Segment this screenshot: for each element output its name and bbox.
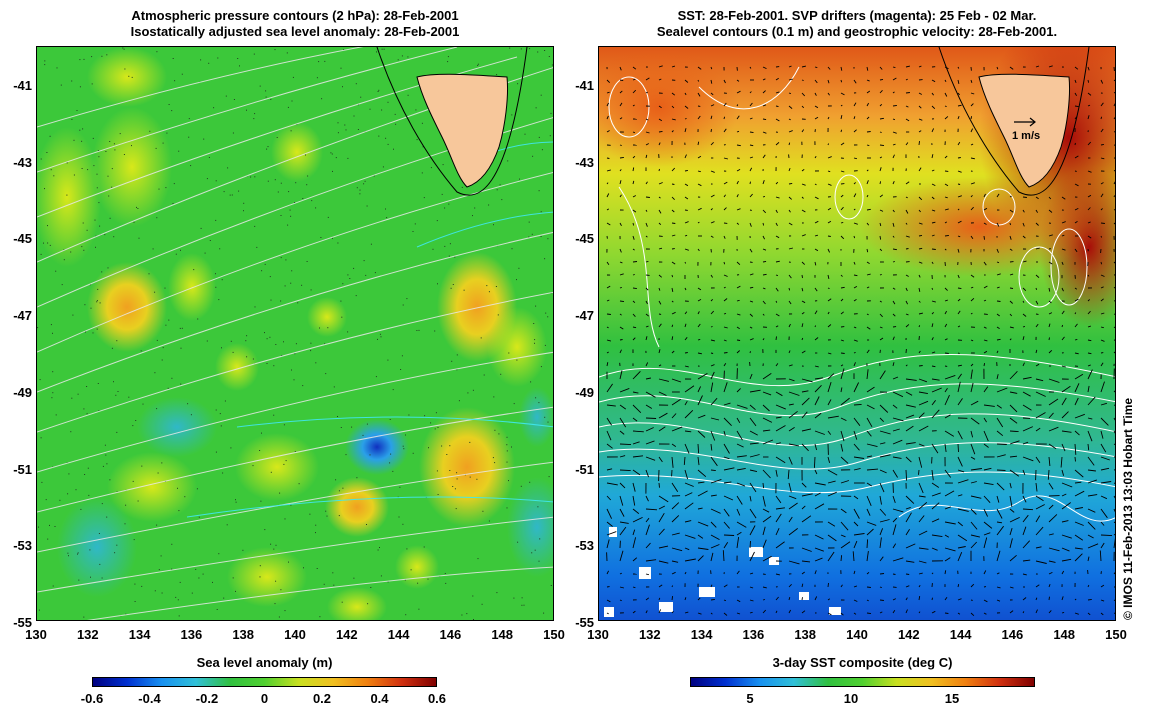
sla-colorbar-tick: -0.6 bbox=[80, 691, 104, 706]
lon-label: 142 bbox=[335, 627, 358, 642]
lat-label: -45 bbox=[13, 231, 32, 247]
lon-label: 142 bbox=[897, 627, 920, 642]
lat-label: -53 bbox=[575, 538, 594, 554]
lon-label: 132 bbox=[76, 627, 99, 642]
sst-colorbar-title: 3-day SST composite (deg C) bbox=[772, 655, 953, 670]
lat-label: -51 bbox=[13, 461, 32, 477]
sst-map-panel: 1 m/s bbox=[598, 46, 1116, 621]
sla-colorbar-tick: -0.2 bbox=[195, 691, 219, 706]
sla-colorbar-tick: 0.2 bbox=[312, 691, 332, 706]
lat-label: -55 bbox=[575, 614, 594, 630]
sla-colorbar bbox=[92, 677, 437, 687]
sla-colorbar-title: Sea level anomaly (m) bbox=[196, 655, 333, 670]
tasmania-land bbox=[938, 47, 1090, 196]
lon-label: 136 bbox=[180, 627, 203, 642]
sst-colorbar-tick: 5 bbox=[746, 691, 754, 706]
lon-label: 138 bbox=[232, 627, 255, 642]
sst-colorbar-tick: 10 bbox=[843, 691, 859, 706]
lon-label: 138 bbox=[794, 627, 817, 642]
pressure-contours bbox=[37, 47, 553, 620]
lat-label: -53 bbox=[13, 538, 32, 554]
sst-colorbar bbox=[690, 677, 1035, 687]
lon-label: 148 bbox=[1053, 627, 1076, 642]
lon-label: 130 bbox=[25, 627, 47, 642]
lon-label: 146 bbox=[439, 627, 462, 642]
right-title-line2: Sealevel contours (0.1 m) and geostrophi… bbox=[656, 24, 1058, 39]
tasmania-land bbox=[376, 47, 528, 196]
left-title-line1: Atmospheric pressure contours (2 hPa): 2… bbox=[131, 8, 459, 23]
sealevel-contours bbox=[599, 66, 1115, 522]
lat-label: -55 bbox=[13, 614, 32, 630]
sla-data-points bbox=[37, 47, 553, 620]
lat-label: -47 bbox=[13, 308, 32, 324]
sla-colorbar-tick: 0 bbox=[260, 691, 269, 706]
lon-label: 144 bbox=[949, 627, 972, 642]
lat-label: -41 bbox=[575, 78, 594, 93]
lat-label: -43 bbox=[575, 154, 594, 170]
sla-map-panel bbox=[36, 46, 554, 621]
lon-label: 132 bbox=[638, 627, 661, 642]
sla-colorbar-tick: 0.4 bbox=[370, 691, 389, 706]
lon-label: 150 bbox=[1105, 627, 1127, 642]
sla-colorbar-tick: -0.4 bbox=[138, 691, 161, 706]
lat-label: -51 bbox=[575, 461, 594, 477]
credit-text: © IMOS 11-Feb-2013 13:03 Hobart Time bbox=[1121, 397, 1135, 620]
lon-label: 140 bbox=[284, 627, 306, 642]
lon-label: 150 bbox=[543, 627, 565, 642]
lon-label: 130 bbox=[587, 627, 609, 642]
sla-anomaly-blobs bbox=[37, 47, 553, 620]
right-title-line1: SST: 28-Feb-2001. SVP drifters (magenta)… bbox=[677, 8, 1037, 23]
left-title-line2: Isostatically adjusted sea level anomaly… bbox=[130, 24, 460, 39]
lon-label: 146 bbox=[1001, 627, 1024, 642]
geostrophic-velocity-arrows bbox=[606, 65, 1115, 617]
sla-colorbar-tick: 0.6 bbox=[427, 691, 447, 706]
lat-label: -45 bbox=[575, 231, 594, 247]
sst-colorbar-tick: 15 bbox=[944, 691, 960, 706]
lon-label: 134 bbox=[128, 627, 151, 642]
lat-label: -49 bbox=[575, 384, 594, 400]
sla-map bbox=[37, 47, 553, 620]
velocity-scale-arrow bbox=[1014, 117, 1036, 127]
lon-label: 148 bbox=[491, 627, 514, 642]
lat-label: -41 bbox=[13, 78, 32, 93]
lon-label: 136 bbox=[742, 627, 765, 642]
lat-label: -43 bbox=[13, 154, 32, 170]
lat-label: -49 bbox=[13, 384, 32, 400]
lon-label: 144 bbox=[387, 627, 410, 642]
sst-cloud-mask bbox=[604, 527, 841, 617]
lat-label: -47 bbox=[575, 308, 594, 324]
lon-label: 134 bbox=[690, 627, 713, 642]
lon-label: 140 bbox=[846, 627, 868, 642]
sst-map: 1 m/s bbox=[599, 47, 1115, 620]
velocity-scale-label: 1 m/s bbox=[1012, 130, 1040, 142]
